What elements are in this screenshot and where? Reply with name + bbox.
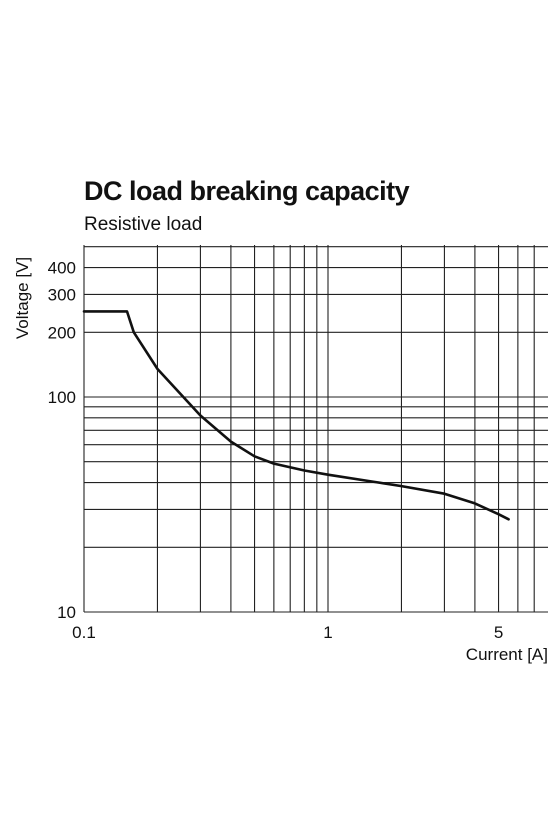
y-tick-label-0: 10 bbox=[57, 603, 76, 622]
y-tick-label-1: 100 bbox=[48, 388, 76, 407]
horizontal-gridlines bbox=[84, 246, 548, 613]
series-group bbox=[82, 310, 510, 521]
x-tick-labels: 0.1 1 5 bbox=[72, 623, 503, 642]
y-tick-label-4: 400 bbox=[48, 259, 76, 278]
vertical-gridlines bbox=[83, 245, 535, 612]
y-axis-label: Voltage [V] bbox=[13, 257, 32, 339]
x-tick-label-0: 0.1 bbox=[72, 623, 96, 642]
y-tick-label-2: 200 bbox=[48, 323, 76, 342]
x-tick-label-2: 5 bbox=[494, 623, 503, 642]
series-line-0 bbox=[82, 310, 510, 521]
chart-title: DC load breaking capacity bbox=[84, 176, 410, 206]
y-tick-labels: 10 100 200 300 400 bbox=[48, 259, 76, 622]
x-axis-label: Current [A] bbox=[466, 645, 548, 664]
x-tick-label-1: 1 bbox=[323, 623, 332, 642]
y-tick-label-3: 300 bbox=[48, 285, 76, 304]
chart-subtitle: Resistive load bbox=[84, 214, 203, 235]
